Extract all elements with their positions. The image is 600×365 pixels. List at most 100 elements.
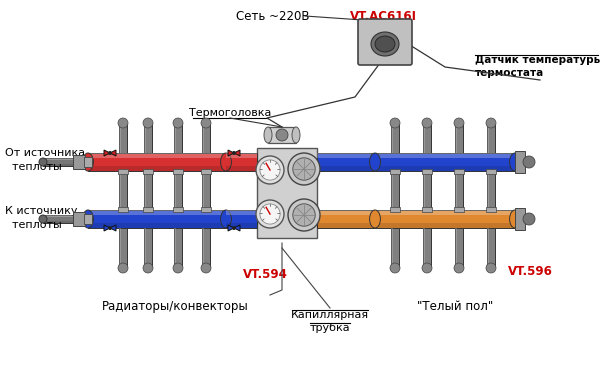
Bar <box>375 210 515 228</box>
Bar <box>454 169 464 174</box>
Bar <box>88 210 226 228</box>
Bar <box>201 169 211 174</box>
Ellipse shape <box>39 158 47 166</box>
Ellipse shape <box>39 215 47 223</box>
Bar <box>226 223 257 228</box>
Ellipse shape <box>371 32 399 56</box>
Bar <box>119 228 121 268</box>
Circle shape <box>486 263 496 273</box>
Ellipse shape <box>370 210 380 228</box>
Bar <box>375 166 515 171</box>
Polygon shape <box>110 225 116 231</box>
Polygon shape <box>110 150 116 156</box>
Ellipse shape <box>509 210 520 228</box>
Circle shape <box>390 118 400 128</box>
Text: VT.AC616I: VT.AC616I <box>350 10 417 23</box>
Text: От источника
  теплоты: От источника теплоты <box>5 149 85 172</box>
Bar <box>391 228 399 268</box>
Bar <box>174 171 176 210</box>
Bar <box>515 208 525 230</box>
Bar <box>391 123 393 153</box>
Bar <box>43 221 73 223</box>
Ellipse shape <box>370 153 380 171</box>
Bar <box>375 210 515 215</box>
Circle shape <box>486 118 496 128</box>
Bar <box>73 155 85 169</box>
Bar <box>173 169 183 174</box>
Text: "Телый пол": "Телый пол" <box>417 300 493 313</box>
Bar <box>84 157 92 167</box>
Polygon shape <box>234 150 240 156</box>
Circle shape <box>232 151 236 155</box>
Bar <box>455 171 457 210</box>
Text: VT.594: VT.594 <box>242 268 287 281</box>
Bar <box>202 228 210 268</box>
Circle shape <box>293 158 315 180</box>
Circle shape <box>422 118 432 128</box>
Bar <box>226 166 257 171</box>
FancyBboxPatch shape <box>358 19 412 65</box>
Circle shape <box>422 263 432 273</box>
Bar <box>455 123 457 153</box>
Bar <box>391 123 399 153</box>
Polygon shape <box>234 225 240 231</box>
Text: Термоголовка: Термоголовка <box>189 108 271 118</box>
Bar <box>455 228 457 268</box>
Bar <box>422 169 432 174</box>
Bar <box>144 228 146 268</box>
Bar <box>73 212 85 226</box>
Ellipse shape <box>375 36 395 52</box>
Bar <box>119 123 121 153</box>
Bar <box>173 207 183 212</box>
Bar <box>144 171 152 210</box>
Bar <box>257 148 317 238</box>
Bar <box>423 228 431 268</box>
Circle shape <box>454 263 464 273</box>
Bar <box>119 171 121 210</box>
Bar <box>317 153 375 158</box>
Bar <box>43 158 73 160</box>
Bar <box>43 158 73 166</box>
Bar <box>143 207 153 212</box>
Bar <box>423 123 431 153</box>
Circle shape <box>293 204 315 226</box>
Circle shape <box>108 226 112 230</box>
Circle shape <box>108 151 112 155</box>
Bar <box>202 123 210 153</box>
Circle shape <box>173 263 183 273</box>
Bar <box>174 123 176 153</box>
Text: К источнику
  теплоты: К источнику теплоты <box>5 206 77 230</box>
Bar <box>119 171 127 210</box>
Polygon shape <box>228 225 234 231</box>
Bar <box>317 166 375 171</box>
Bar <box>226 210 257 215</box>
Circle shape <box>256 156 284 184</box>
Bar <box>391 171 393 210</box>
Circle shape <box>256 200 284 228</box>
Bar <box>144 123 146 153</box>
Text: Капиллярная: Капиллярная <box>291 310 369 320</box>
Bar <box>118 169 128 174</box>
Circle shape <box>118 263 128 273</box>
Circle shape <box>143 263 153 273</box>
Circle shape <box>232 226 236 230</box>
Bar <box>454 207 464 212</box>
Bar <box>84 214 92 224</box>
Ellipse shape <box>221 210 232 228</box>
Bar <box>375 153 515 171</box>
Bar <box>201 207 211 212</box>
Bar <box>423 171 425 210</box>
Bar <box>43 164 73 166</box>
Circle shape <box>118 118 128 128</box>
Polygon shape <box>104 150 110 156</box>
Bar <box>390 169 400 174</box>
Bar <box>88 223 226 228</box>
Bar <box>375 153 515 158</box>
Ellipse shape <box>264 127 272 143</box>
Ellipse shape <box>509 153 520 171</box>
Circle shape <box>173 118 183 128</box>
Circle shape <box>260 204 280 224</box>
Bar <box>174 228 176 268</box>
Bar <box>486 207 496 212</box>
Bar <box>174 123 182 153</box>
